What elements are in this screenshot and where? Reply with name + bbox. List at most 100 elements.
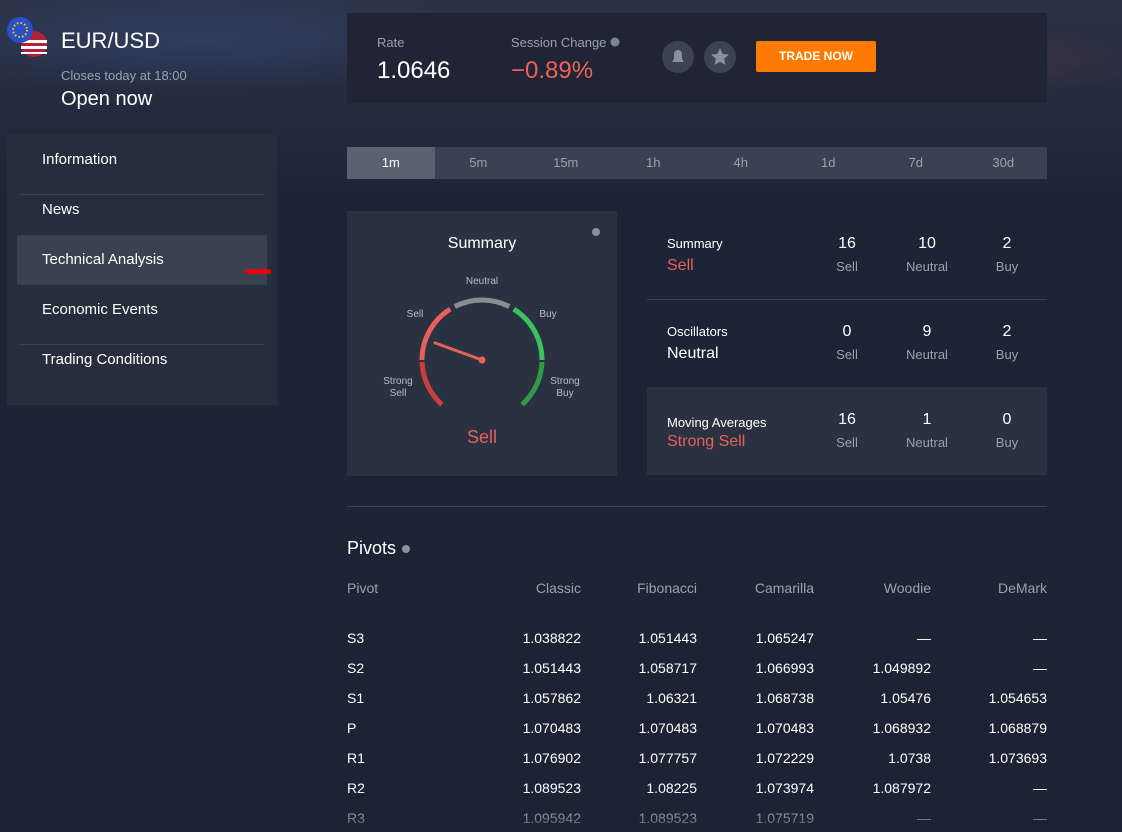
pivot-cell: 1.068879 [988,720,1047,736]
favorite-button[interactable] [704,41,736,73]
timeframe-tab[interactable]: 15m [553,155,579,170]
nav-item[interactable]: Information [42,151,118,168]
closing-time: Closes today at 18:00 [61,68,187,83]
pivot-cell: 1.06321 [646,690,697,706]
count-value: 0 [842,323,852,340]
row-name: Oscillators [667,324,728,339]
side-nav: Information News Technical Analysis Economi… [7,135,277,405]
currency-flags [7,17,47,57]
row-verdict: Strong Sell [667,433,746,450]
pivot-cell: 1.051443 [522,660,581,676]
count-label: Sell [836,435,858,450]
nav-separator [19,194,264,195]
summary-row: Summary Sell 16 Sell 10 Neutral 2 Buy [647,211,1047,299]
pivot-cell: 1.077757 [638,750,697,766]
pivot-cell: 1.0738 [888,750,931,766]
help-icon[interactable] [591,227,601,237]
nav-item[interactable]: Trading Conditions [42,351,168,368]
count-label: Buy [995,435,1019,450]
pivot-cell: — [917,630,931,646]
change-label-text: Session Change [511,35,607,50]
trade-now-button[interactable]: TRADE NOW [756,41,876,72]
count-label: Sell [836,259,858,274]
help-icon[interactable] [401,544,411,554]
gauge-title: Summary [447,235,517,252]
count-value: 0 [1002,411,1012,428]
pivot-cell: S3 [347,630,365,646]
pivot-cell: 1.070483 [638,720,697,736]
timeframe-tab[interactable]: 30d [992,155,1015,170]
count-label: Sell [836,347,858,362]
gauge-arc [453,297,511,309]
pivots-title: Pivots [347,538,411,559]
pivot-cell: 1.066993 [755,660,814,676]
count-label: Buy [995,347,1019,362]
column-header: Woodie [883,580,931,596]
instrument-pair: EUR/USD [61,28,161,53]
divider [347,506,1047,507]
column-header: Fibonacci [637,580,697,596]
timeframe-tab[interactable]: 5m [469,155,488,170]
pivot-cell: 1.049892 [872,660,931,676]
gauge-label: Strong Sell [383,376,412,399]
timeframe-tab[interactable]: 1d [821,155,836,170]
nav-item[interactable]: Economic Events [42,301,158,318]
gauge: Strong Sell Sell Neutral Buy Strong Buy [383,276,580,407]
timeframe-tab[interactable]: 1m [347,147,435,179]
scroll-fade [0,790,1122,832]
help-icon[interactable] [610,37,620,47]
row-verdict: Neutral [667,345,719,362]
active-indicator [245,269,271,274]
count-value: 9 [922,323,932,340]
gauge-label: Buy [539,309,556,320]
row-verdict: Sell [667,257,694,274]
pivot-cell: 1.054653 [988,690,1047,706]
gauge-arc [419,361,444,407]
column-header: DeMark [997,580,1047,596]
timeframe-bar: 1m 5m 15m 1h 4h 1d 7d 30d [347,147,1047,179]
pivot-cell: 1.051443 [638,630,697,646]
count-label: Buy [995,259,1019,274]
pivot-cell: 1.068738 [755,690,814,706]
column-header: Camarilla [754,580,814,596]
pivot-cell: 1.073693 [988,750,1047,766]
row-name: Moving Averages [667,415,767,430]
timeframe-tab[interactable]: 7d [908,155,923,170]
pivot-cell: 1.072229 [755,750,814,766]
pivot-cell: — [1033,630,1047,646]
nav-item[interactable]: Technical Analysis [42,251,164,268]
pivot-cell: S1 [347,690,365,706]
timeframe-tab[interactable]: 4h [733,155,748,170]
alert-button[interactable] [662,41,694,73]
pivot-cell: 1.05476 [880,690,931,706]
nav-item[interactable]: News [42,201,80,218]
pivot-cell: — [1033,660,1047,676]
pivots-title-text: Pivots [347,538,397,558]
row-divider [647,299,1047,300]
pivot-cell: 1.070483 [522,720,581,736]
gauge-verdict: Sell [466,427,497,447]
count-value: 2 [1002,323,1012,340]
gauge-hub [478,356,486,364]
pivot-cell: 1.070483 [755,720,814,736]
change-label: Session Change [511,35,620,50]
timeframe-tab[interactable]: 1h [646,155,661,170]
count-value: 1 [922,411,932,428]
row-name: Summary [667,236,723,251]
column-header: Pivot [347,580,379,596]
count-label: Neutral [906,259,948,274]
count-value: 10 [918,235,936,252]
nav-separator [19,344,264,345]
action-icons [662,41,736,73]
pivot-cell: 1.038822 [522,630,581,646]
gauge-arc [520,361,545,407]
summary-row: Oscillators Neutral 0 Sell 9 Neutral 2 Buy [647,299,1047,387]
pivot-cell: P [347,720,357,736]
nav-item-active-bg [17,235,267,285]
count-label: Neutral [906,347,948,362]
gauge-arc [512,306,545,361]
gauge-arc [419,306,452,361]
count-label: Neutral [906,435,948,450]
quote-bar: Rate 1.0646 Session Change −0.89% TRADE … [347,13,1047,103]
